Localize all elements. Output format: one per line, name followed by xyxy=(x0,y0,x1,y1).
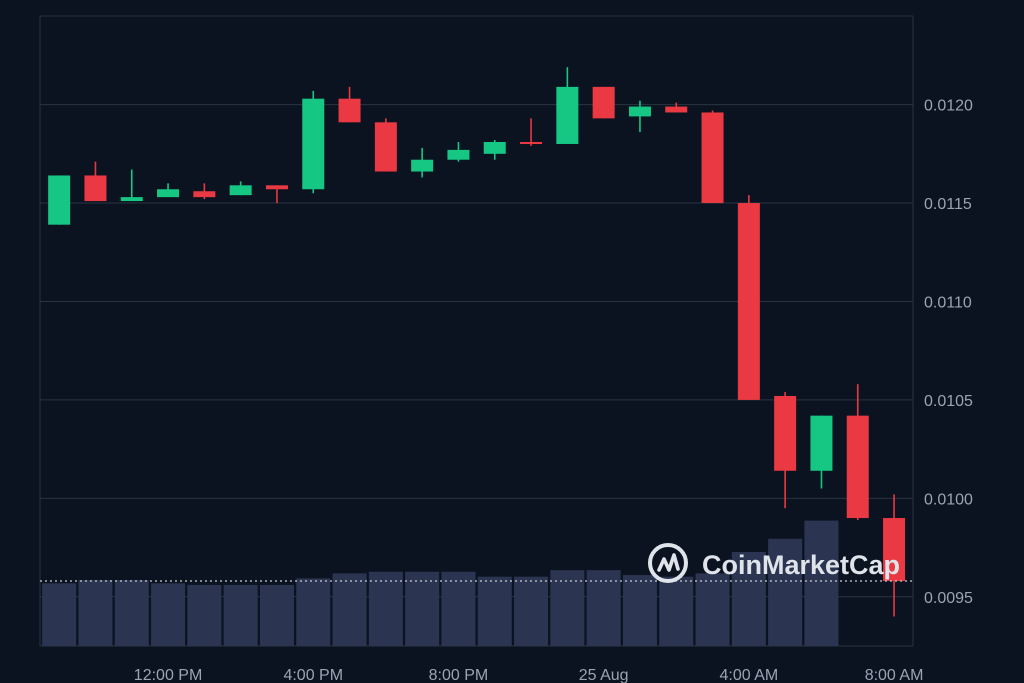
candle-body xyxy=(157,189,180,198)
y-tick-label: 0.0100 xyxy=(924,491,973,508)
candle-body xyxy=(48,175,71,225)
candle-up xyxy=(483,140,506,160)
coinmarketcap-wordmark: CoinMarketCap xyxy=(702,550,900,580)
candle-body xyxy=(411,159,434,172)
grid-layer xyxy=(39,15,914,647)
volume-bar xyxy=(695,573,730,646)
x-tick-label: 25 Aug xyxy=(579,667,629,683)
candle-layer xyxy=(48,67,906,617)
volume-bar xyxy=(659,576,694,646)
candle-up xyxy=(48,175,71,225)
volume-bar xyxy=(441,571,476,646)
candle-body xyxy=(120,197,143,202)
x-tick-label: 8:00 AM xyxy=(865,667,924,683)
candle-up xyxy=(302,90,325,194)
candle-up xyxy=(411,147,434,178)
volume-bar xyxy=(550,570,585,646)
candle-down xyxy=(737,195,760,400)
coinmarketcap-watermark: CoinMarketCap xyxy=(648,543,900,583)
volume-bar xyxy=(223,584,258,646)
volume-bar xyxy=(622,575,657,646)
volume-bar xyxy=(804,520,839,646)
volume-bar xyxy=(368,571,403,646)
candle-down xyxy=(84,161,107,202)
y-tick-label: 0.0095 xyxy=(924,590,973,607)
volume-bar xyxy=(187,584,222,646)
axis-layer: 0.0095 0.0100 0.0105 0.0110 0.0115 0.0120 12:0… xyxy=(134,98,973,683)
x-tick-label: 4:00 PM xyxy=(283,667,343,683)
candle-body xyxy=(520,142,543,144)
volume-bar xyxy=(296,578,331,646)
candle-up xyxy=(810,415,833,489)
candle-body xyxy=(592,86,615,119)
candle-body xyxy=(338,98,361,123)
candle-up xyxy=(229,181,252,196)
candle-body xyxy=(556,86,579,144)
volume-bar xyxy=(332,573,367,646)
candle-body xyxy=(883,518,906,582)
y-tick-label: 0.0110 xyxy=(924,294,972,311)
candle-body xyxy=(84,175,107,202)
candle-body xyxy=(774,395,797,471)
candle-body xyxy=(483,142,506,154)
x-tick-label: 4:00 AM xyxy=(719,667,778,683)
candle-down xyxy=(374,118,397,172)
candle-body xyxy=(810,415,833,471)
volume-bar xyxy=(514,576,549,646)
volume-bar xyxy=(405,571,440,646)
candle-down xyxy=(701,110,724,204)
volume-layer xyxy=(42,520,839,646)
volume-bar xyxy=(768,538,803,646)
candle-body xyxy=(628,106,651,117)
candle-body xyxy=(737,203,760,400)
candle-body xyxy=(193,191,216,198)
candle-down xyxy=(665,102,688,113)
candle-body xyxy=(447,149,470,160)
candle-up xyxy=(120,169,143,202)
candle-down xyxy=(592,86,615,119)
candle-up xyxy=(447,142,470,162)
candle-body xyxy=(701,112,724,204)
volume-bar xyxy=(78,580,113,646)
volume-bar xyxy=(42,583,77,646)
candle-body xyxy=(846,415,869,519)
candle-body xyxy=(229,185,252,196)
volume-bar xyxy=(731,551,766,646)
volume-bar xyxy=(114,580,149,646)
volume-bar xyxy=(586,570,621,646)
candle-up xyxy=(556,67,579,144)
candle-down xyxy=(338,86,361,123)
y-tick-label: 0.0105 xyxy=(924,393,973,410)
x-tick-label: 12:00 PM xyxy=(134,667,202,683)
candle-down xyxy=(520,118,543,146)
candle-body xyxy=(265,185,288,190)
candle-up xyxy=(628,100,651,133)
candle-down xyxy=(883,494,906,617)
x-tick-label: 8:00 PM xyxy=(429,667,489,683)
candle-body xyxy=(665,106,688,113)
candle-down xyxy=(193,183,216,200)
candle-down xyxy=(265,185,288,204)
coinmarketcap-logo-icon xyxy=(648,543,688,583)
candle-up xyxy=(157,183,180,198)
candle-down xyxy=(774,392,797,509)
candle-body xyxy=(302,98,325,190)
candle-body xyxy=(374,122,397,172)
y-tick-label: 0.0120 xyxy=(924,98,973,115)
volume-bar xyxy=(259,584,294,646)
candle-down xyxy=(846,384,869,520)
volume-bar xyxy=(477,576,512,646)
y-tick-label: 0.0115 xyxy=(924,196,972,213)
volume-bar xyxy=(151,583,186,646)
